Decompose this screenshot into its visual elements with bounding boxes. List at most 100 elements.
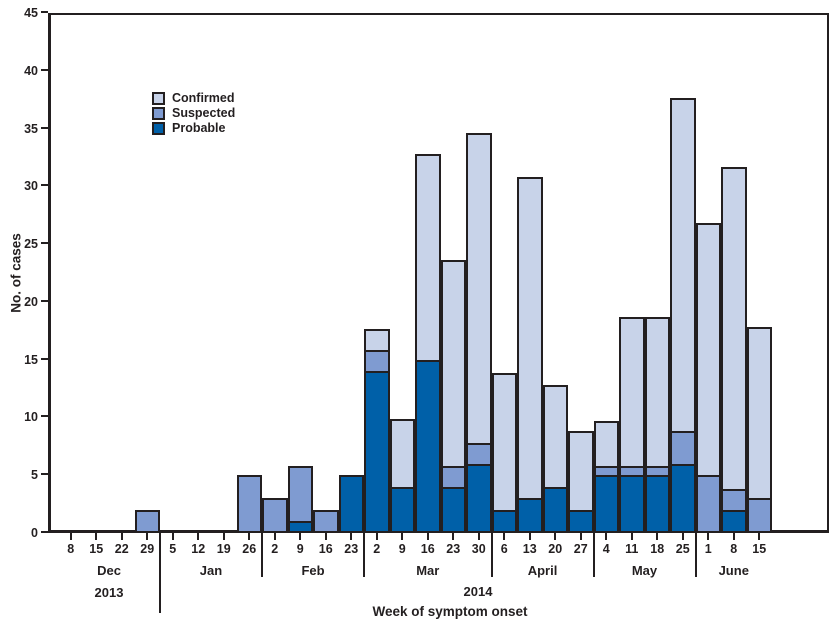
x-tick-mark	[146, 533, 149, 540]
bar-segment-probable	[568, 509, 594, 533]
y-tick-label: 0	[31, 526, 38, 540]
x-tick-label: 23	[446, 542, 461, 556]
legend-label-suspected: Suspected	[172, 106, 236, 120]
y-tick-label: 15	[24, 352, 38, 367]
month-label-may: May	[631, 563, 658, 578]
bar-segment-probable	[644, 475, 670, 533]
month-label-feb: Feb	[301, 563, 325, 578]
y-tick-label: 5	[31, 468, 38, 483]
y-tick-label: 20	[24, 294, 38, 309]
x-tick-label: 30	[471, 542, 486, 556]
y-tick-label: 30	[24, 179, 38, 194]
x-tick-mark	[248, 533, 251, 540]
month-label-mar: Mar	[416, 563, 440, 578]
y-tick-label: 40	[24, 63, 38, 78]
bar-segment-probable	[670, 463, 696, 533]
x-tick-label: 25	[675, 542, 690, 556]
x-tick-mark	[222, 533, 225, 540]
x-tick-mark	[630, 533, 633, 540]
bar-segment-probable	[440, 486, 466, 533]
bar-may-25	[670, 97, 696, 533]
x-tick-label: 1	[704, 542, 712, 556]
x-tick-label: 16	[420, 542, 435, 556]
legend-swatch-confirmed-icon	[152, 92, 165, 105]
x-tick-label: 2	[373, 542, 381, 556]
y-tick-mark	[41, 415, 48, 418]
x-tick-label: 8	[67, 542, 75, 556]
x-tick-mark	[707, 533, 710, 540]
x-tick-mark	[477, 533, 480, 540]
legend-swatch-suspected-icon	[152, 107, 165, 120]
year-label-2014: 2014	[463, 584, 493, 599]
bar-segment-confirmed	[466, 132, 492, 445]
legend-swatch-probable-icon	[152, 122, 165, 135]
bar-jan-26	[236, 475, 262, 533]
x-tick-label: 8	[730, 542, 738, 556]
legend-item-probable: Probable	[152, 121, 235, 136]
bar-segment-probable	[491, 509, 517, 533]
bar-segment-confirmed	[568, 431, 594, 512]
bar-apr-13	[517, 176, 543, 533]
x-tick-label: 6	[500, 542, 508, 556]
x-tick-label: 29	[140, 542, 155, 556]
legend: Confirmed Suspected Probable	[152, 91, 235, 136]
bar-segment-suspected	[313, 509, 339, 533]
x-tick-mark	[732, 533, 735, 540]
x-tick-mark	[299, 533, 302, 540]
bar-segment-suspected	[440, 465, 466, 489]
bar-jun-15	[746, 327, 772, 533]
bar-segment-probable	[389, 486, 415, 533]
bar-segment-probable	[542, 486, 568, 533]
bar-jun-1	[695, 223, 721, 533]
bar-segment-suspected	[262, 498, 288, 533]
x-tick-label: 16	[318, 542, 333, 556]
x-tick-label: 15	[89, 542, 104, 556]
bar-segment-confirmed	[389, 419, 415, 489]
bar-apr-6	[491, 373, 517, 533]
x-tick-label: 13	[522, 542, 537, 556]
bar-segment-probable	[619, 475, 645, 533]
x-tick-mark	[554, 533, 557, 540]
x-tick-label: 9	[398, 542, 406, 556]
y-tick-mark	[41, 242, 48, 245]
month-label-april: April	[527, 563, 558, 578]
x-tick-mark	[401, 533, 404, 540]
year-divider	[159, 533, 161, 613]
x-tick-mark	[605, 533, 608, 540]
x-tick-mark	[375, 533, 378, 540]
x-tick-label: 4	[602, 542, 610, 556]
x-tick-mark	[528, 533, 531, 540]
x-tick-label: 12	[191, 542, 206, 556]
month-label-dec: Dec	[97, 563, 121, 578]
x-tick-mark	[273, 533, 276, 540]
y-tick-label: 10	[24, 410, 38, 425]
bar-segment-suspected	[364, 350, 390, 374]
x-tick-mark	[426, 533, 429, 540]
bar-segment-suspected	[466, 442, 492, 466]
month-divider	[592, 533, 595, 577]
x-tick-mark	[579, 533, 582, 540]
month-divider	[261, 533, 263, 577]
y-tick-mark	[41, 473, 48, 476]
bar-may-4	[593, 421, 619, 533]
month-divider	[363, 533, 365, 577]
legend-label-confirmed: Confirmed	[172, 91, 235, 105]
bar-segment-suspected	[236, 475, 262, 533]
x-tick-label: 9	[296, 542, 304, 556]
bar-feb-23	[338, 475, 364, 533]
bar-mar-23	[440, 259, 466, 533]
x-tick-mark	[324, 533, 327, 540]
month-label-jan: Jan	[199, 563, 223, 578]
x-tick-label: 27	[573, 542, 588, 556]
bar-segment-suspected	[695, 475, 721, 533]
bar-apr-20	[542, 384, 568, 533]
bar-segment-probable	[517, 498, 543, 533]
bar-segment-probable	[721, 509, 747, 533]
bar-jun-8	[721, 167, 747, 533]
bar-segment-suspected	[134, 509, 160, 533]
bar-feb-16	[313, 509, 339, 533]
x-tick-mark	[681, 533, 684, 540]
bar-segment-probable	[364, 371, 390, 533]
x-tick-label: 19	[216, 542, 231, 556]
